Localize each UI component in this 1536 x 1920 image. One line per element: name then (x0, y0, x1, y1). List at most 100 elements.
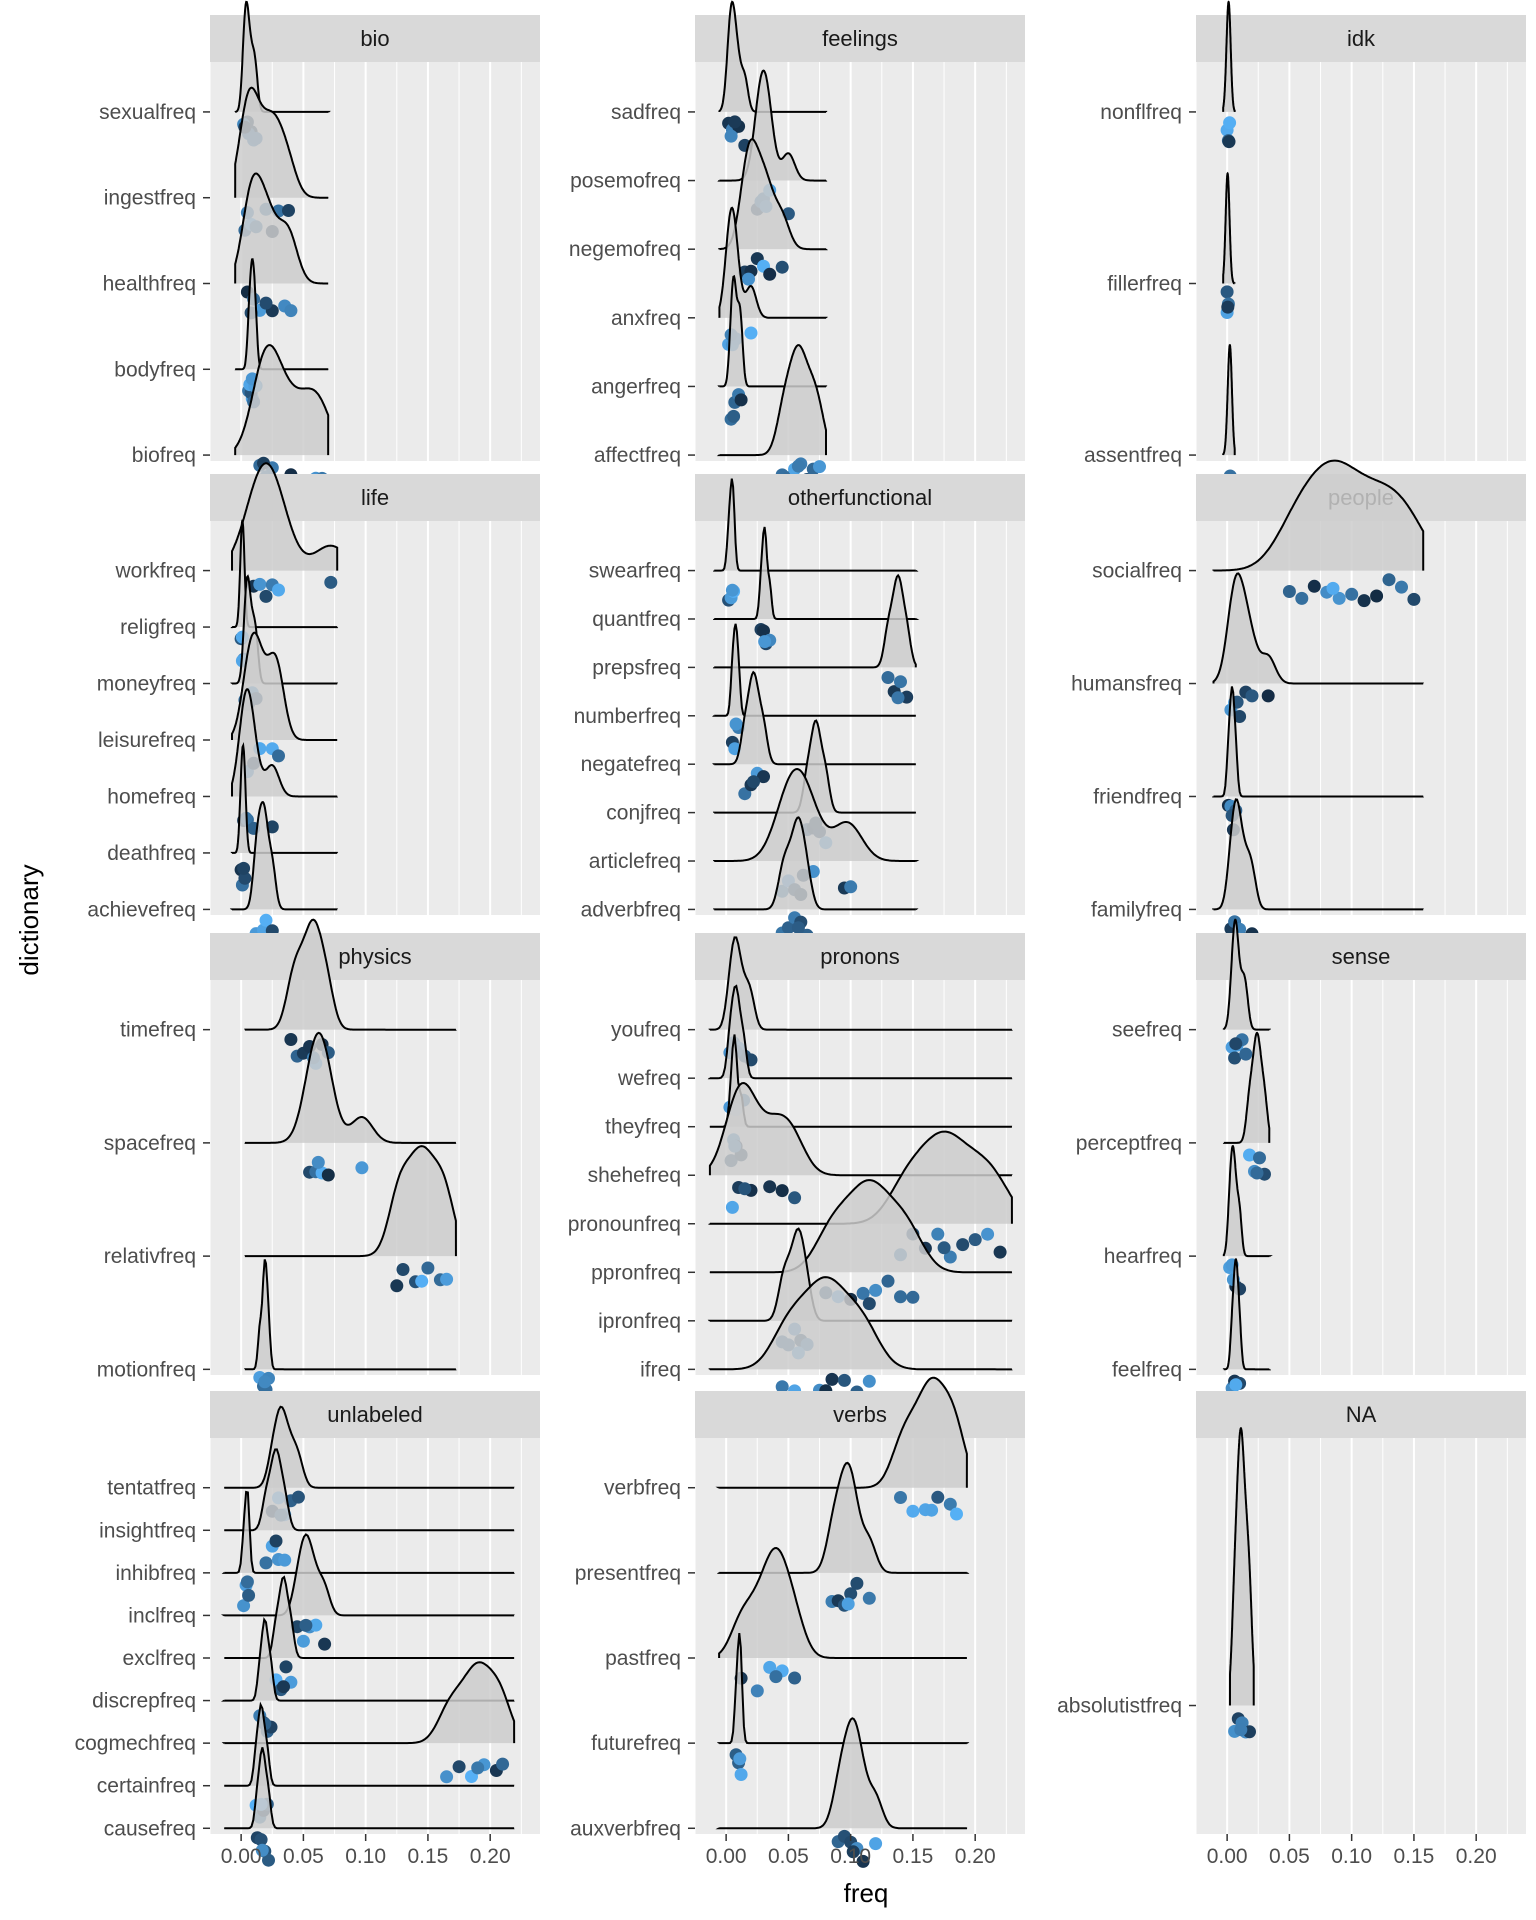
ridge-fill (235, 1, 329, 112)
ridge-row-adverbfreq (713, 816, 919, 942)
data-point (396, 1263, 410, 1276)
data-point (937, 1241, 951, 1255)
ridge-line (716, 344, 828, 457)
data-point (272, 749, 285, 763)
data-point (238, 871, 252, 885)
data-point (259, 913, 273, 927)
data-point (931, 1490, 945, 1504)
ridge-fill (719, 139, 826, 250)
ridge-row-perceptfreq (1222, 1031, 1271, 1181)
ridge-line (708, 1276, 1013, 1371)
y-tick-label: assentfreq (1084, 444, 1182, 467)
data-point (881, 671, 895, 684)
ridge-row-numberfreq (712, 623, 916, 756)
ridge-line (230, 631, 338, 741)
y-tick-label: motionfreq (97, 1358, 196, 1381)
ridge-fill (1223, 919, 1270, 1030)
data-point (259, 589, 273, 603)
y-tick-label: pastfreq (605, 1647, 681, 1670)
ridge-line (230, 574, 339, 685)
ridge-line (234, 0, 331, 113)
facet-panel (1196, 980, 1526, 1375)
y-tick-label: angerfreq (591, 375, 681, 398)
y-tick-label: tentatfreq (107, 1477, 196, 1500)
y-axis-label: dictionary (14, 864, 44, 975)
facet-physics: physics timefreq spacefreq relativfreq motio… (97, 918, 540, 1397)
data-point (894, 1290, 907, 1304)
ridge-row-relativfreq (244, 1145, 457, 1293)
ridge-line (229, 801, 338, 911)
data-point (291, 1490, 305, 1504)
data-point (757, 624, 770, 638)
ridge-line (224, 1448, 515, 1532)
ridge-line (708, 936, 1013, 1031)
grid-lines (1195, 980, 1508, 1375)
data-point (1357, 594, 1371, 608)
data-point (981, 1227, 995, 1241)
ridge-fill (714, 527, 916, 619)
data-point (931, 1227, 945, 1241)
y-tick-label: inclfreq (128, 1604, 196, 1627)
data-point (750, 1684, 764, 1698)
data-point (1223, 116, 1237, 130)
x-tick-label: 0.10 (345, 1845, 386, 1868)
data-point (237, 861, 251, 875)
y-tick-label: discrepfreq (92, 1690, 196, 1713)
y-tick-label: posemofreq (570, 170, 681, 193)
ridge-line (1211, 798, 1424, 911)
data-point (729, 717, 743, 731)
data-point (253, 577, 267, 591)
ridge-fill (235, 259, 329, 370)
ridge-row-insightfreq (224, 1448, 515, 1570)
facet-strip (1196, 1391, 1526, 1438)
ridge-line (1228, 1427, 1255, 1706)
data-point (355, 1161, 369, 1175)
y-tick-label: articlefreq (589, 850, 681, 873)
data-point (254, 1833, 268, 1847)
y-tick-label: verbfreq (604, 1477, 681, 1500)
y-tick-label: socialfreq (1092, 560, 1182, 583)
x-tick-label: 0.05 (283, 1845, 324, 1868)
y-tick-label: wefreq (617, 1067, 681, 1090)
ridge-row-quantfreq (713, 526, 920, 651)
data-point (269, 1534, 283, 1548)
ridge-fill (714, 478, 916, 571)
facet-title: bio (360, 26, 389, 51)
y-tick-label: timefreq (120, 1019, 196, 1042)
ridge-fill (719, 1548, 967, 1658)
y-tick-label: ifreq (640, 1358, 681, 1381)
data-point (943, 1497, 957, 1511)
ridge-line (221, 1661, 516, 1745)
ridge-line (244, 918, 457, 1031)
data-point (1229, 1037, 1243, 1051)
data-point (309, 1618, 323, 1632)
y-tick-label: bodyfreq (114, 358, 196, 381)
ridge-line (230, 688, 339, 798)
ridge-fill (719, 345, 826, 456)
data-point (1395, 580, 1408, 594)
data-point (1370, 589, 1384, 603)
facet-strip (210, 1391, 540, 1438)
data-point (738, 1182, 752, 1196)
y-tick-label: humansfreq (1071, 673, 1182, 696)
x-tick-label: 0.20 (470, 1845, 511, 1868)
facet-life: life workfreq religfreq moneyfreq leisurefre… (87, 462, 540, 948)
facet-panel (1196, 521, 1526, 915)
ridge-row-exclfreq (224, 1575, 515, 1697)
data-point (1222, 135, 1236, 149)
ridge-line (1222, 0, 1236, 112)
facet-pronons: pronons youfreq wefreq theyfreq shehefreq pro… (568, 933, 1025, 1410)
ridge-fill (244, 919, 456, 1030)
data-point (272, 583, 285, 597)
facet-panels: bio sexualfreq ingestfreq healthfreq bodyfre… (75, 0, 1526, 1868)
data-point (769, 1670, 783, 1684)
y-tick-label: cogmechfreq (75, 1732, 196, 1755)
y-tick-label: fillerfreq (1107, 273, 1182, 296)
y-tick-label: ipronfreq (598, 1310, 681, 1333)
x-tick-label: 0.20 (955, 1845, 996, 1868)
data-point (240, 1575, 254, 1589)
data-point (744, 326, 758, 340)
data-point (943, 1250, 957, 1264)
ridge-fill (709, 1228, 1012, 1321)
